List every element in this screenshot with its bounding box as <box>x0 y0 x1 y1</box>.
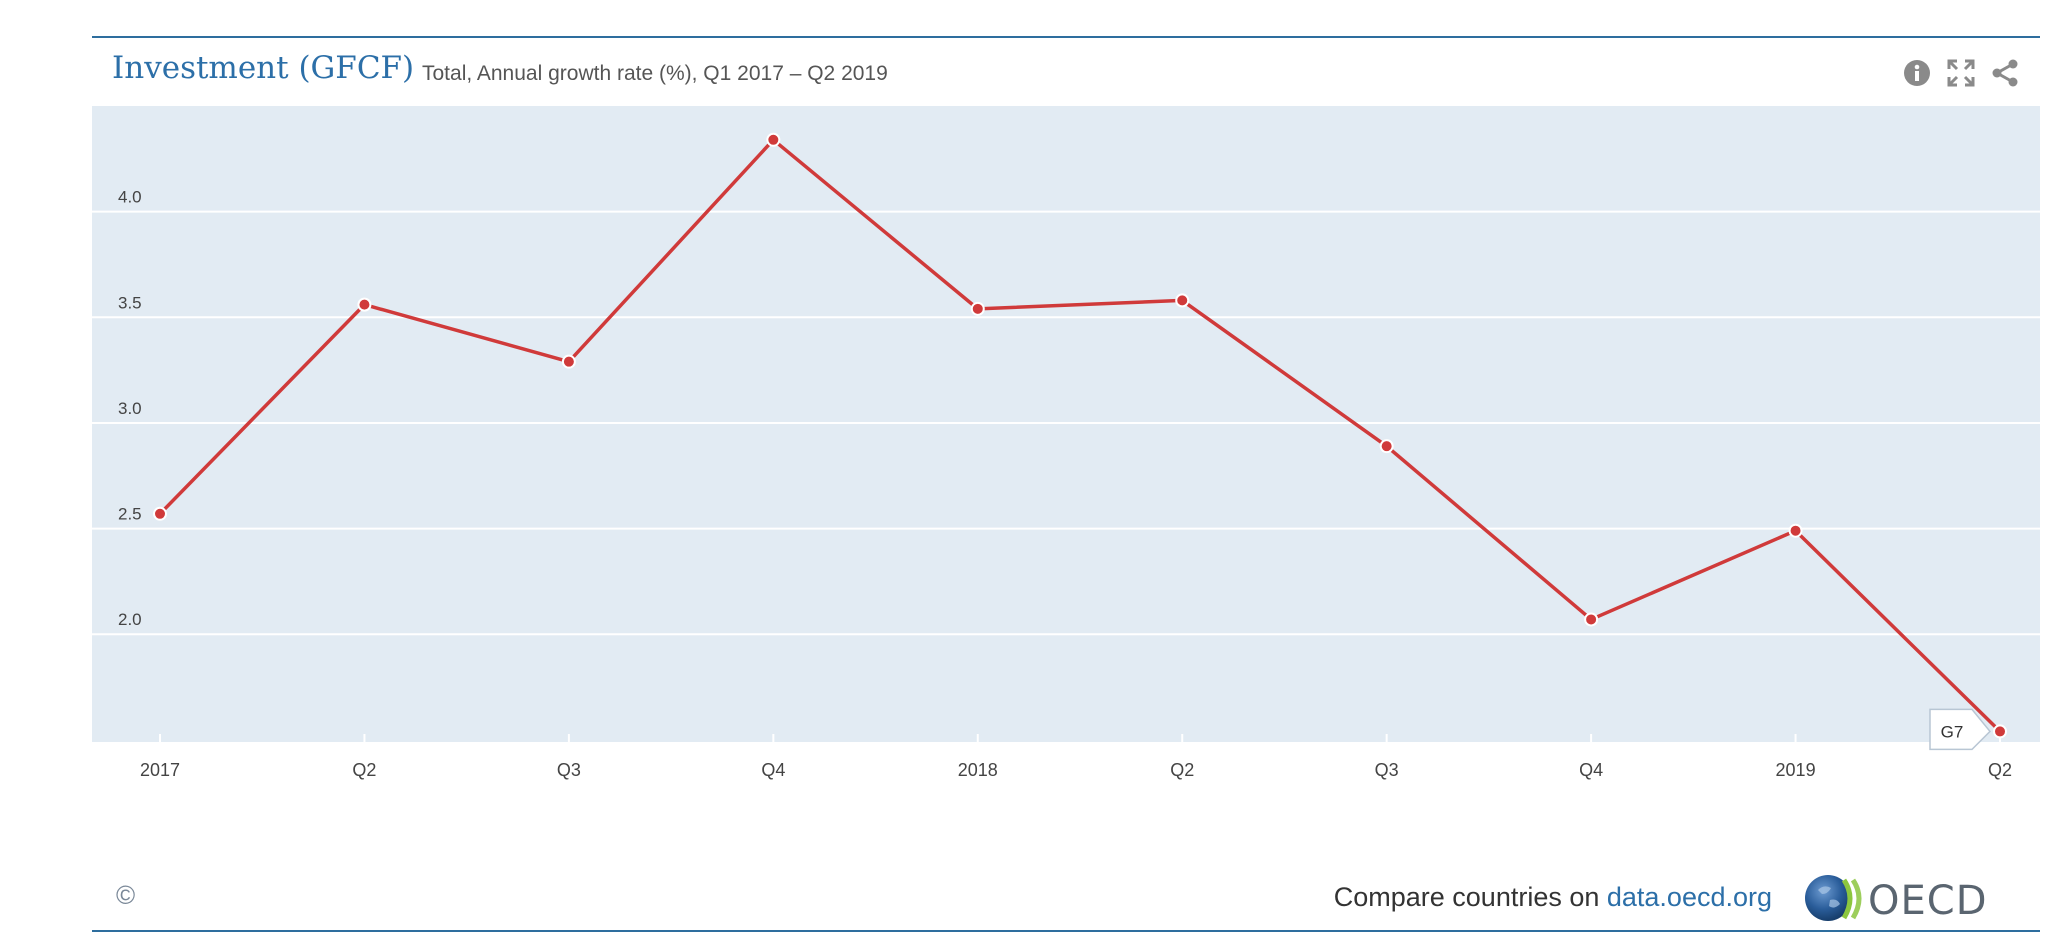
share-icon <box>1992 59 2018 87</box>
chart-title: Investment (GFCF) <box>112 50 415 86</box>
x-tick-label: 2019 <box>1776 760 1816 780</box>
chart-widget: Investment (GFCF) Total, Annual growth r… <box>92 36 2040 932</box>
fullscreen-icon <box>1947 59 1975 87</box>
data-point[interactable] <box>1379 439 1394 454</box>
x-tick-label: Q3 <box>1375 760 1399 780</box>
data-point[interactable] <box>970 301 985 316</box>
chart-subtitle: Total, Annual growth rate (%), Q1 2017 –… <box>422 62 888 85</box>
data-point[interactable] <box>153 506 167 521</box>
x-tick-label: Q4 <box>1579 760 1603 780</box>
data-point[interactable] <box>1993 724 2007 739</box>
x-tick-label: Q2 <box>1988 760 2012 780</box>
y-tick-label: 2.0 <box>118 610 142 629</box>
chart-footer: © Compare countries on data.oecd.org OEC… <box>92 870 2040 928</box>
chart-header: Investment (GFCF) Total, Annual growth r… <box>92 38 2040 104</box>
y-tick-label: 4.0 <box>118 188 142 207</box>
series-g7 <box>153 132 2007 739</box>
chart-toolbar <box>1902 58 2020 88</box>
data-point[interactable] <box>357 297 372 312</box>
y-axis-ticks: 2.0 2.5 3.0 3.5 4.0 <box>118 188 142 630</box>
y-tick-label: 3.0 <box>118 399 142 418</box>
copyright-link[interactable]: © <box>116 880 136 910</box>
data-point[interactable] <box>1788 523 1803 538</box>
logo-text: OECD <box>1868 878 1988 924</box>
series-line <box>158 138 2002 733</box>
data-oecd-link[interactable]: data.oecd.org <box>1606 882 1772 912</box>
data-point[interactable] <box>1584 612 1599 627</box>
x-tick-label: Q3 <box>557 760 581 780</box>
y-tick-label: 3.5 <box>118 293 142 312</box>
data-point[interactable] <box>766 132 781 147</box>
gridlines <box>92 210 2040 636</box>
end-label-box <box>1929 708 1992 751</box>
x-tick-label: 2017 <box>140 760 180 780</box>
info-button[interactable] <box>1902 58 1932 88</box>
compare-prefix: Compare countries on <box>1333 882 1607 912</box>
data-point[interactable] <box>1175 293 1190 308</box>
info-icon <box>1904 60 1930 86</box>
fullscreen-button[interactable] <box>1946 58 1976 88</box>
globe-icon <box>1805 875 1851 921</box>
y-tick-label: 2.5 <box>118 505 142 524</box>
share-button[interactable] <box>1990 58 2020 88</box>
x-tick-label: Q2 <box>352 760 376 780</box>
x-tick-label: 2018 <box>958 760 998 780</box>
line-chart: 2.0 2.5 3.0 3.5 4.0 2017 Q2 Q3 Q4 2018 Q2 Q3 Q4 2019… <box>92 106 2040 780</box>
oecd-logo[interactable]: OECD <box>1804 872 2014 924</box>
x-axis-ticks: 2017 Q2 Q3 Q4 2018 Q2 Q3 Q4 2019 Q2 <box>140 734 2012 780</box>
compare-countries: Compare countries on data.oecd.org <box>1334 882 1772 913</box>
x-tick-label: Q2 <box>1170 760 1194 780</box>
plot-background <box>92 106 2040 742</box>
x-tick-label: Q4 <box>761 760 785 780</box>
data-point[interactable] <box>561 354 576 369</box>
series-end-label: G7 <box>1929 708 1992 751</box>
end-label-text: G7 <box>1941 722 1964 741</box>
